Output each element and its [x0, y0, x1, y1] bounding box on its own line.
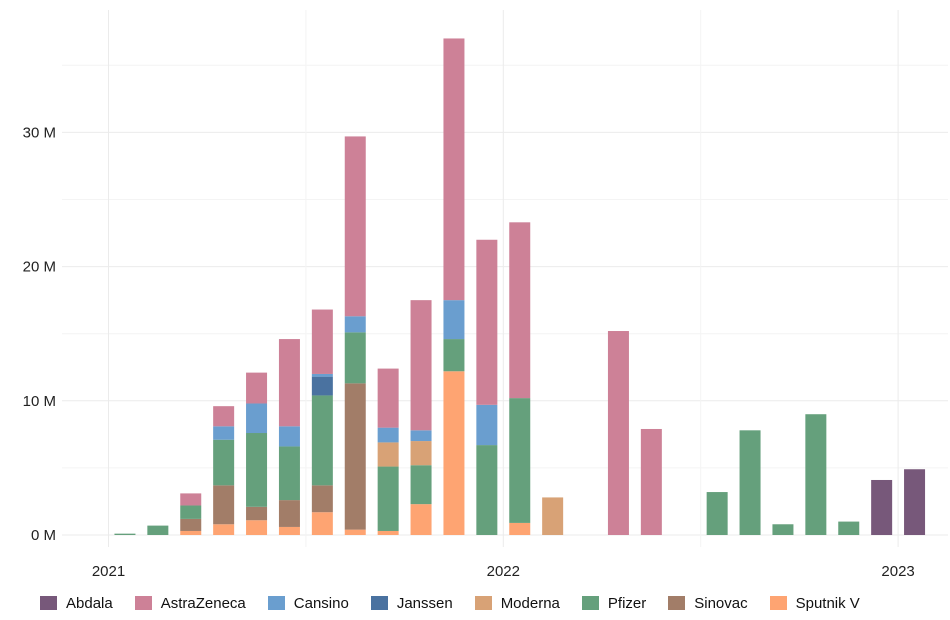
bar-moderna-2022-02 [542, 497, 564, 535]
bar-sputnik-v-2022-01 [509, 522, 531, 535]
y-tick-label: 20 M [23, 259, 56, 276]
bar-pfizer-2021-04 [213, 439, 235, 486]
bar-cansino-2021-07 [311, 373, 333, 377]
bar-astrazeneca-2021-06 [278, 339, 300, 427]
bar-pfizer-2022-10 [805, 414, 827, 535]
bar-pfizer-2021-01 [114, 533, 136, 535]
bar-sputnik-v-2021-07 [311, 512, 333, 535]
legend-swatch [668, 596, 686, 610]
bar-pfizer-2021-10 [410, 465, 432, 505]
bar-moderna-2021-10 [410, 441, 432, 466]
legend-swatch [267, 596, 285, 610]
bar-sputnik-v-2021-05 [246, 520, 268, 535]
y-axis-ticks: 0 M 10 M 20 M 30 M [23, 124, 56, 544]
legend-label: Pfizer [607, 594, 647, 612]
bar-sinovac-2021-03 [180, 518, 202, 531]
bar-astrazeneca-2021-07 [311, 309, 333, 374]
gridlines [62, 10, 948, 547]
bar-cansino-2021-11 [443, 300, 465, 340]
legend-item-abdala: Abdala [40, 595, 113, 612]
bar-pfizer-2022-07 [706, 492, 728, 535]
legend-label: Abdala [66, 594, 113, 612]
bar-astrazeneca-2021-04 [213, 406, 235, 427]
legend-label: Janssen [396, 594, 453, 612]
bar-astrazeneca-2022-04 [607, 331, 629, 535]
legend-swatch [370, 596, 388, 610]
y-tick-label: 30 M [23, 124, 56, 141]
legend-swatch [40, 596, 57, 610]
bar-astrazeneca-2021-08 [344, 136, 366, 317]
legend-item-janssen: Janssen [370, 594, 453, 612]
bar-pfizer-2022-11 [838, 521, 860, 535]
y-tick-label: 10 M [23, 393, 56, 410]
bar-pfizer-2021-12 [476, 445, 498, 535]
legend-item-astrazeneca: AstraZeneca [134, 594, 246, 612]
bar-sinovac-2021-08 [344, 383, 366, 530]
bar-astrazeneca-2021-11 [443, 38, 465, 301]
legend-swatch [134, 596, 152, 610]
legend-label: Sinovac [694, 594, 748, 612]
bar-pfizer-2021-07 [311, 395, 333, 486]
bar-pfizer-2021-06 [278, 446, 300, 501]
legend-label: Sputnik V [795, 594, 860, 612]
bar-cansino-2021-06 [278, 426, 300, 447]
bar-astrazeneca-2022-05 [640, 428, 662, 535]
legend-swatch [581, 596, 599, 610]
bar-astrazeneca-2021-05 [246, 372, 268, 404]
y-tick-label: 0 M [31, 527, 56, 544]
bar-pfizer-2021-09 [377, 466, 399, 531]
bar-astrazeneca-2021-09 [377, 368, 399, 428]
bar-pfizer-2022-08 [739, 430, 761, 535]
bar-sinovac-2021-05 [246, 506, 268, 521]
bar-sputnik-v-2021-11 [443, 371, 465, 535]
chart-plot: 0 M 10 M 20 M 30 M 2021 2022 2023 [23, 10, 948, 580]
bar-pfizer-2021-11 [443, 339, 465, 372]
bar-pfizer-2021-05 [246, 433, 268, 507]
legend: Abdala AstraZeneca Cansino Janssen Moderna Pf… [40, 590, 940, 616]
bar-sinovac-2021-07 [311, 485, 333, 513]
bar-sputnik-v-2021-08 [344, 529, 366, 535]
legend-label: Moderna [500, 594, 560, 612]
bars [114, 38, 926, 535]
bar-astrazeneca-2021-03 [180, 493, 202, 506]
x-axis-ticks: 2021 2022 2023 [92, 563, 915, 580]
bar-sputnik-v-2021-03 [180, 530, 202, 535]
legend-item-moderna: Moderna [474, 594, 560, 612]
bar-astrazeneca-2021-12 [476, 239, 498, 405]
bar-sputnik-v-2021-09 [377, 530, 399, 535]
bar-cansino-2021-10 [410, 430, 432, 442]
legend-item-sputnik-v: Sputnik V [769, 594, 860, 612]
legend-item-sinovac: Sinovac [668, 594, 748, 612]
bar-sputnik-v-2021-10 [410, 504, 432, 535]
bar-sputnik-v-2021-04 [213, 524, 235, 535]
legend-label: AstraZeneca [160, 594, 246, 612]
bar-cansino-2021-05 [246, 403, 268, 434]
bar-astrazeneca-2021-10 [410, 300, 432, 431]
bar-abdala-2023-01 [904, 469, 926, 535]
legend-item-cansino: Cansino [267, 594, 349, 612]
bar-cansino-2021-09 [377, 427, 399, 443]
x-tick-label: 2022 [487, 563, 520, 580]
bar-pfizer-2022-01 [509, 398, 531, 523]
legend-swatch [474, 596, 492, 610]
bar-sinovac-2021-06 [278, 500, 300, 527]
bar-cansino-2021-08 [344, 316, 366, 333]
bar-sinovac-2021-04 [213, 485, 235, 525]
x-tick-label: 2021 [92, 563, 125, 580]
x-tick-label: 2023 [881, 563, 914, 580]
bar-pfizer-2021-08 [344, 332, 366, 384]
legend-item-pfizer: Pfizer [581, 594, 647, 612]
legend-swatch [769, 596, 787, 610]
bar-abdala-2022-12 [871, 479, 893, 535]
bar-sputnik-v-2021-06 [278, 526, 300, 535]
bar-janssen-2021-07 [311, 376, 333, 396]
bar-astrazeneca-2022-01 [509, 222, 531, 399]
legend-label: Cansino [293, 594, 349, 612]
bar-moderna-2021-09 [377, 442, 399, 467]
bar-cansino-2021-12 [476, 404, 498, 446]
bar-cansino-2021-04 [213, 426, 235, 440]
bar-pfizer-2021-03 [180, 505, 202, 519]
bar-pfizer-2022-09 [772, 524, 794, 535]
bar-pfizer-2021-02 [147, 525, 169, 535]
